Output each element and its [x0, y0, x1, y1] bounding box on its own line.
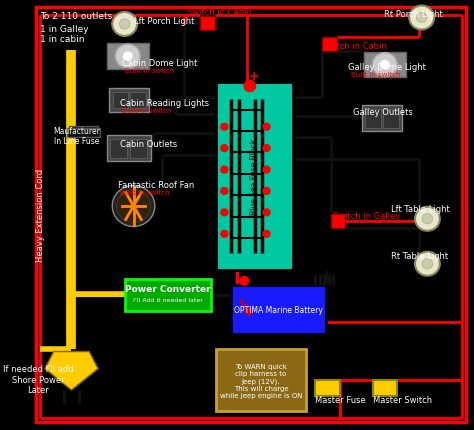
- Circle shape: [112, 13, 137, 37]
- Text: Cabin Dome Light: Cabin Dome Light: [122, 58, 198, 68]
- Circle shape: [380, 60, 390, 71]
- Circle shape: [221, 167, 228, 174]
- Circle shape: [263, 145, 270, 152]
- Bar: [315, 381, 340, 396]
- Polygon shape: [45, 352, 98, 390]
- Bar: [383, 110, 399, 128]
- Bar: [216, 350, 306, 412]
- Bar: [322, 38, 337, 52]
- Circle shape: [115, 45, 140, 69]
- Bar: [113, 93, 128, 109]
- Text: Blue Sea Fuse Block: Blue Sea Fuse Block: [250, 138, 259, 215]
- Circle shape: [117, 190, 150, 223]
- Bar: [130, 93, 146, 109]
- Text: Switch in Galley: Switch in Galley: [333, 212, 401, 220]
- Bar: [107, 44, 149, 70]
- Circle shape: [263, 167, 270, 174]
- Text: I'll Add it needed later: I'll Add it needed later: [133, 298, 203, 303]
- Bar: [231, 286, 326, 335]
- Text: OPTIMA Marine Battery: OPTIMA Marine Battery: [234, 306, 323, 315]
- Text: 1 in cabin: 1 in cabin: [40, 35, 85, 44]
- Bar: [362, 106, 401, 132]
- Text: Rt Table Light: Rt Table Light: [391, 251, 448, 260]
- Circle shape: [112, 186, 155, 227]
- Circle shape: [263, 209, 270, 216]
- Text: Lft Table Light: Lft Table Light: [391, 204, 449, 213]
- Text: Heavy Extension Cord: Heavy Extension Cord: [36, 169, 45, 261]
- Bar: [125, 279, 211, 311]
- Text: Switch in Cabin: Switch in Cabin: [322, 42, 387, 51]
- Text: Cabin Outlets: Cabin Outlets: [120, 140, 177, 149]
- Circle shape: [415, 252, 440, 276]
- Bar: [365, 110, 381, 128]
- Circle shape: [221, 188, 228, 195]
- Circle shape: [221, 124, 228, 131]
- Text: Rt Porch Light: Rt Porch Light: [384, 10, 443, 18]
- Circle shape: [122, 52, 133, 62]
- Text: +: +: [249, 70, 260, 83]
- Circle shape: [409, 6, 434, 31]
- Text: Power Converter: Power Converter: [125, 284, 210, 293]
- Text: Galley Dome Light: Galley Dome Light: [348, 63, 427, 72]
- Text: Galley Outlets: Galley Outlets: [353, 108, 413, 117]
- Circle shape: [415, 207, 440, 231]
- Text: To 2 110 outlets: To 2 110 outlets: [40, 12, 113, 21]
- Circle shape: [422, 259, 433, 269]
- Bar: [364, 52, 406, 78]
- Text: 1 in Galley: 1 in Galley: [40, 25, 89, 34]
- Bar: [107, 136, 151, 162]
- Text: Maufacturer
In Line Fuse: Maufacturer In Line Fuse: [54, 126, 100, 146]
- Bar: [109, 89, 149, 113]
- Text: Built in switch: Built in switch: [120, 190, 170, 196]
- Bar: [67, 129, 100, 138]
- Bar: [216, 83, 293, 270]
- Text: Built in switch: Built in switch: [351, 72, 400, 78]
- Circle shape: [263, 188, 270, 195]
- Text: Built in switch: Built in switch: [125, 68, 174, 74]
- Text: Switch in Cabin: Switch in Cabin: [187, 8, 252, 17]
- Circle shape: [422, 214, 433, 224]
- Text: Cabin Reading Lights: Cabin Reading Lights: [120, 98, 210, 108]
- Bar: [130, 139, 147, 158]
- Circle shape: [221, 209, 228, 216]
- Text: Built in switch: Built in switch: [122, 108, 172, 114]
- Bar: [331, 215, 346, 229]
- Text: To WARN quick
clip harness to
Jeep (12V).
This will charge
while Jeep engine is : To WARN quick clip harness to Jeep (12V)…: [220, 363, 302, 398]
- Text: If needed I'll add
Shore Power
Later: If needed I'll add Shore Power Later: [3, 365, 73, 394]
- Circle shape: [221, 145, 228, 152]
- Text: Master Switch: Master Switch: [373, 395, 432, 404]
- Circle shape: [416, 13, 427, 24]
- Circle shape: [373, 53, 397, 77]
- Text: Fantastic Roof Fan: Fantastic Roof Fan: [118, 181, 194, 190]
- Text: Master Fuse: Master Fuse: [315, 395, 366, 404]
- Circle shape: [240, 277, 249, 286]
- Circle shape: [263, 124, 270, 131]
- Circle shape: [119, 20, 130, 30]
- Circle shape: [244, 81, 255, 92]
- Circle shape: [263, 231, 270, 238]
- Circle shape: [221, 231, 228, 238]
- Bar: [69, 126, 98, 136]
- Bar: [110, 139, 128, 158]
- Bar: [373, 381, 397, 396]
- Text: Lft Porch Light: Lft Porch Light: [134, 17, 194, 26]
- Bar: [200, 17, 215, 31]
